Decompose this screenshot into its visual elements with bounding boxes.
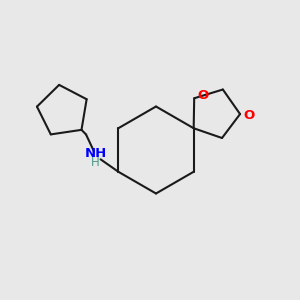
- Text: H: H: [91, 156, 100, 170]
- Text: O: O: [244, 109, 255, 122]
- Text: O: O: [198, 89, 209, 102]
- Text: NH: NH: [85, 147, 107, 160]
